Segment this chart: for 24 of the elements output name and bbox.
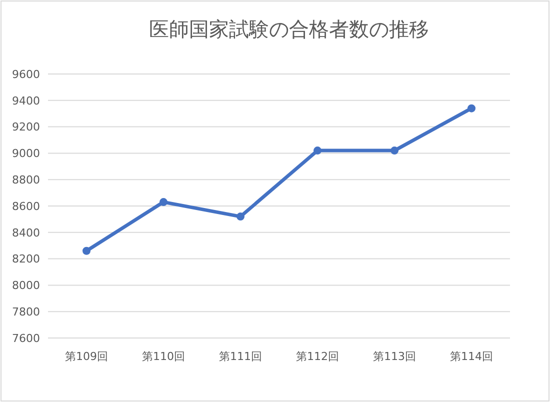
chart-title: 医師国家試験の合格者数の推移 [149, 17, 429, 41]
y-tick-label: 7600 [12, 332, 40, 345]
x-tick-label: 第114回 [450, 350, 493, 363]
point [314, 146, 322, 155]
y-tick-label: 9200 [12, 120, 40, 134]
y-tick-label: 8200 [12, 252, 40, 266]
x-tick-label: 第109回 [65, 350, 108, 363]
y-tick-label: 8800 [12, 173, 40, 186]
x-tick-label: 第111回 [219, 350, 262, 363]
y-tick-label: 8600 [12, 200, 40, 213]
y-tick-label: 8400 [12, 226, 40, 240]
y-tick-label: 8000 [12, 279, 40, 292]
point [236, 212, 244, 221]
y-tick-label: 9400 [12, 94, 40, 108]
point [390, 146, 398, 155]
point [82, 246, 90, 255]
x-tick-label: 第112回 [296, 350, 339, 363]
y-tick-label: 7800 [12, 305, 40, 318]
x-tick-label: 第110回 [142, 350, 185, 363]
point [468, 104, 476, 112]
x-tick-label: 第113回 [373, 350, 416, 363]
point [160, 198, 168, 206]
y-tick-label: 9000 [12, 147, 40, 160]
y-tick-label: 9600 [12, 68, 40, 81]
